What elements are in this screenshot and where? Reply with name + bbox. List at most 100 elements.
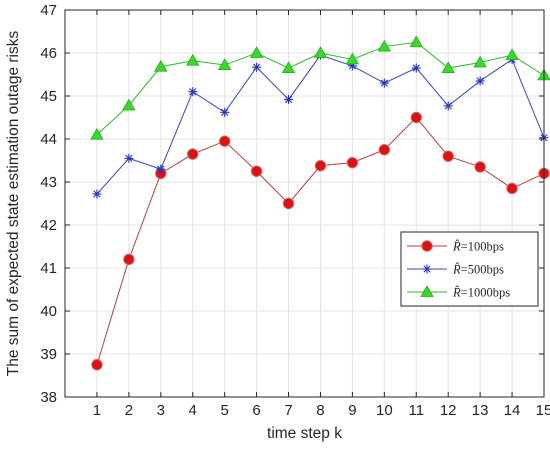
x-tick-label: 2	[125, 402, 133, 419]
data-point-circle	[187, 148, 199, 160]
y-tick-label: 46	[40, 45, 57, 62]
legend-label: R̂=100bps	[452, 239, 504, 253]
y-tick-label: 45	[40, 88, 57, 105]
data-point-asterisk	[188, 87, 198, 97]
data-point-asterisk	[379, 78, 389, 88]
data-point-circle	[421, 240, 433, 252]
y-tick-label: 44	[40, 131, 57, 148]
x-tick-label: 15	[536, 402, 550, 419]
data-point-triangle	[154, 59, 168, 72]
data-point-circle	[506, 182, 518, 195]
series-1	[91, 111, 550, 371]
y-tick-label: 42	[40, 217, 57, 234]
x-tick-label: 10	[376, 402, 393, 419]
asterisk-stroke	[476, 77, 484, 85]
asterisk-stroke	[412, 64, 420, 72]
data-point-asterisk	[92, 189, 102, 199]
axes	[64, 9, 545, 398]
data-point-asterisk	[284, 94, 294, 104]
x-tick-label: 11	[408, 402, 424, 419]
plot-frame	[64, 9, 545, 398]
x-tick-label: 5	[220, 402, 228, 419]
x-tick-label: 7	[284, 402, 292, 419]
data-point-triangle	[281, 61, 296, 73]
legend-symbol: R̂	[452, 285, 461, 299]
data-point-triangle	[249, 46, 264, 58]
legend-item-1: R̂=100bps	[407, 239, 504, 254]
y-tick-label: 43	[40, 174, 57, 191]
asterisk-stroke	[444, 102, 452, 110]
tick-labels: 1 2 3 4 5 6 7 8 9 10 11 12 13 14 153839404142434445464…	[40, 2, 550, 419]
data-point-triangle	[505, 48, 519, 61]
data-point-asterisk	[443, 101, 453, 111]
data-point-asterisk	[422, 264, 432, 274]
series-group	[90, 35, 550, 371]
data-point-asterisk	[124, 153, 134, 163]
data-point-triangle	[441, 61, 455, 73]
asterisk-stroke	[252, 63, 261, 71]
x-tick-label: 8	[316, 402, 324, 419]
asterisk-stroke	[284, 95, 293, 104]
data-point-triangle	[122, 98, 136, 111]
data-point-asterisk	[411, 63, 421, 73]
series-3	[90, 35, 550, 140]
data-point-triangle	[473, 55, 487, 68]
data-point-asterisk	[220, 107, 230, 117]
x-tick-label: 12	[440, 402, 457, 419]
asterisk-stroke	[93, 190, 101, 198]
legend-symbol: R̂	[452, 239, 461, 253]
asterisk-stroke	[423, 265, 431, 273]
data-point-circle	[282, 197, 295, 210]
data-point-circle	[474, 161, 486, 173]
legend-symbol: R̂	[452, 262, 461, 276]
legend-value: =1000bps	[461, 286, 511, 300]
data-point-triangle	[420, 285, 434, 297]
x-tick-label: 13	[472, 402, 489, 419]
data-point-circle	[378, 144, 391, 156]
asterisk-stroke	[380, 79, 388, 87]
asterisk-stroke	[189, 88, 197, 96]
x-tick-label: 14	[504, 402, 521, 419]
y-axis-label: The sum of expected state estimation out…	[5, 31, 22, 377]
legend-item-3: R̂=1000bps	[407, 285, 511, 300]
x-tick-label: 4	[189, 402, 197, 419]
data-point-circle	[91, 359, 103, 371]
x-tick-label: 3	[157, 402, 165, 419]
x-tick-label: 1	[93, 402, 101, 419]
data-point-circle	[442, 150, 454, 162]
x-tick-label: 9	[348, 402, 356, 419]
data-point-triangle	[377, 39, 392, 52]
asterisk-stroke	[157, 165, 165, 173]
asterisk-stroke	[125, 154, 133, 162]
y-tick-label: 40	[40, 303, 57, 320]
x-tick-label: 6	[252, 402, 260, 419]
y-tick-label: 41	[40, 260, 57, 277]
data-point-triangle	[217, 58, 232, 70]
y-tick-label: 39	[40, 346, 57, 363]
data-point-circle	[410, 111, 422, 124]
data-point-circle	[123, 253, 135, 266]
grid	[65, 9, 545, 398]
data-point-circle	[218, 135, 231, 147]
y-tick-label: 38	[40, 389, 57, 406]
data-point-triangle	[90, 127, 104, 140]
asterisk-stroke	[221, 108, 229, 116]
data-point-asterisk	[475, 76, 485, 86]
data-point-triangle	[409, 35, 423, 48]
data-point-asterisk	[156, 164, 166, 174]
legend-value: =500bps	[461, 263, 504, 277]
data-point-asterisk	[252, 62, 262, 72]
data-point-circle	[250, 165, 263, 177]
y-tick-label: 47	[40, 2, 57, 19]
data-point-circle	[314, 159, 327, 172]
legend-item-2: R̂=500bps	[407, 262, 504, 277]
data-point-triangle	[345, 52, 360, 65]
data-point-triangle	[313, 46, 328, 58]
data-point-triangle	[186, 53, 200, 66]
legend-value: =100bps	[461, 240, 504, 254]
x-axis-label: time step k	[267, 425, 342, 442]
data-point-circle	[346, 156, 359, 169]
